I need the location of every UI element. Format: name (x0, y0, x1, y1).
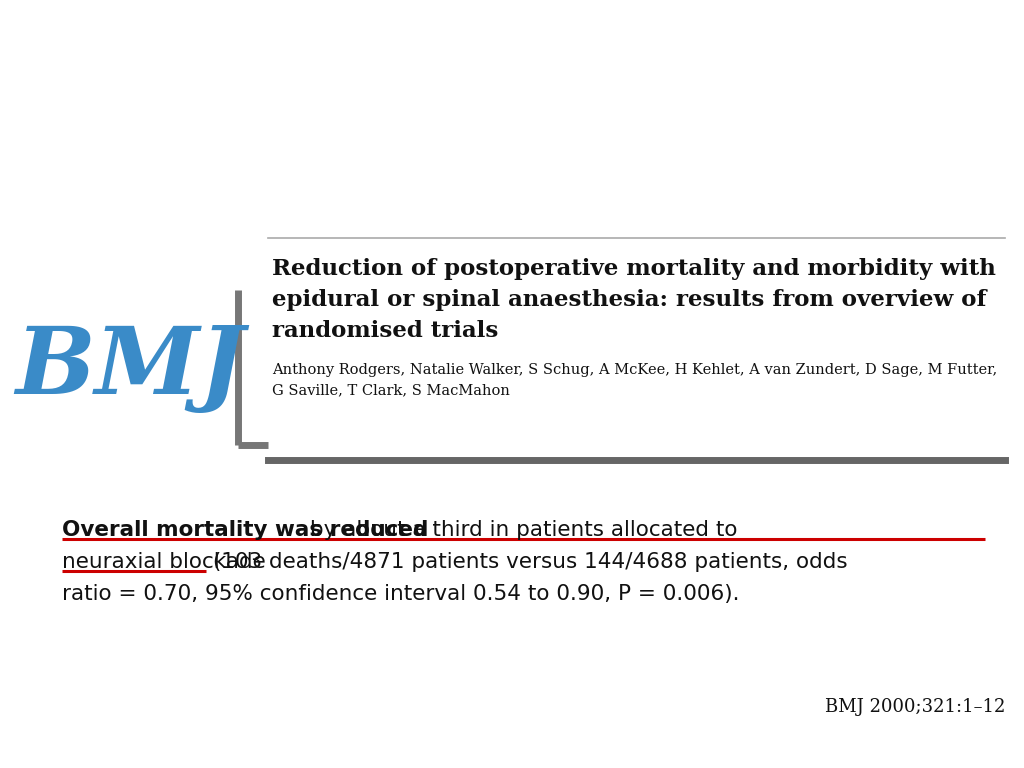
Text: neuraxial blockade: neuraxial blockade (62, 552, 266, 572)
Text: by about a third in patients allocated to: by about a third in patients allocated t… (303, 520, 737, 540)
Text: BMJ 2000;321:1–12: BMJ 2000;321:1–12 (824, 698, 1005, 716)
Text: (103 deaths/4871 patients versus 144/4688 patients, odds: (103 deaths/4871 patients versus 144/468… (206, 552, 848, 572)
Text: ratio = 0.70, 95% confidence interval 0.54 to 0.90, P = 0.006).: ratio = 0.70, 95% confidence interval 0.… (62, 584, 739, 604)
Text: epidural or spinal anaesthesia: results from overview of: epidural or spinal anaesthesia: results … (272, 289, 986, 311)
Text: Anthony Rodgers, Natalie Walker, S Schug, A McKee, H Kehlet, A van Zundert, D Sa: Anthony Rodgers, Natalie Walker, S Schug… (272, 363, 997, 377)
Text: randomised trials: randomised trials (272, 320, 499, 342)
Text: Overall mortality was reduced: Overall mortality was reduced (62, 520, 428, 540)
Text: Reduction of postoperative mortality and morbidity with: Reduction of postoperative mortality and… (272, 258, 996, 280)
Text: G Saville, T Clark, S MacMahon: G Saville, T Clark, S MacMahon (272, 383, 510, 397)
Text: BMJ: BMJ (15, 323, 245, 413)
